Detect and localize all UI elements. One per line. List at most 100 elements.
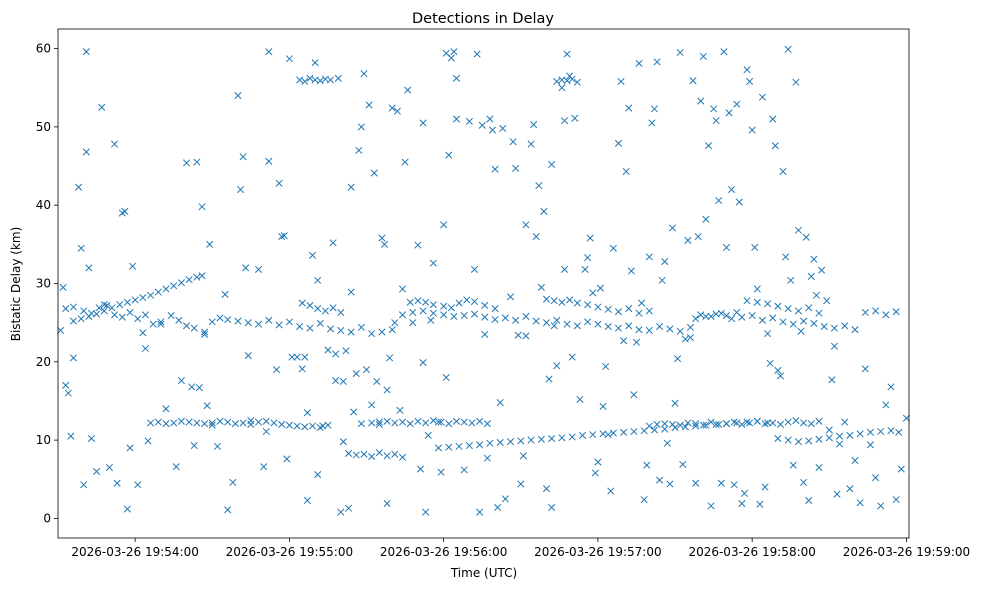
detection-marker — [800, 478, 808, 486]
detection-marker — [427, 316, 435, 324]
detection-marker — [815, 309, 823, 317]
detection-marker — [748, 126, 756, 134]
detection-marker — [172, 463, 180, 471]
detection-marker — [812, 291, 820, 299]
detection-marker — [730, 418, 738, 426]
detection-marker — [656, 323, 664, 331]
detection-marker — [784, 418, 792, 426]
detection-marker — [357, 420, 365, 428]
detection-marker — [332, 377, 340, 385]
detection-marker — [607, 487, 615, 495]
detection-marker — [828, 376, 836, 384]
detection-marker — [437, 418, 445, 426]
detection-marker — [486, 439, 494, 447]
detection-marker — [666, 480, 674, 488]
detection-marker — [123, 505, 131, 513]
detection-marker — [398, 453, 407, 461]
detection-marker — [774, 434, 782, 443]
detection-marker — [440, 221, 448, 229]
detection-marker — [157, 318, 165, 326]
detection-marker — [887, 383, 895, 391]
detection-marker — [638, 299, 646, 307]
detection-marker — [93, 467, 101, 475]
detection-marker — [404, 86, 412, 94]
detection-marker — [126, 444, 134, 452]
detection-marker — [293, 422, 301, 430]
detection-marker — [329, 304, 337, 312]
detection-marker — [553, 77, 561, 86]
detection-marker — [494, 503, 502, 512]
detection-marker — [614, 139, 623, 147]
detection-marker — [375, 449, 383, 457]
detection-marker — [722, 243, 731, 252]
detection-marker — [481, 330, 489, 338]
detection-marker — [141, 344, 149, 353]
detection-marker — [383, 386, 391, 394]
detection-marker — [141, 311, 149, 319]
detection-marker — [573, 78, 581, 86]
detection-marker — [692, 479, 700, 487]
detection-marker — [625, 305, 633, 313]
x-axis-label: Time (UTC) — [450, 566, 517, 580]
detection-marker — [254, 418, 263, 426]
detection-marker — [830, 324, 838, 332]
detection-marker — [537, 435, 545, 443]
detection-marker — [213, 442, 221, 450]
detection-marker — [303, 409, 311, 417]
detection-marker — [488, 126, 497, 134]
detection-marker — [753, 417, 761, 425]
detection-marker — [100, 307, 108, 315]
detection-marker — [288, 353, 296, 361]
detection-marker — [324, 346, 332, 354]
detection-marker — [779, 318, 787, 326]
detection-marker — [450, 48, 458, 56]
detection-marker — [676, 48, 684, 57]
detection-marker — [69, 303, 77, 311]
detection-marker — [815, 417, 823, 425]
detection-marker — [573, 322, 581, 330]
detection-marker — [861, 308, 869, 317]
detection-marker — [887, 427, 895, 435]
detection-marker — [429, 259, 437, 267]
detection-marker — [661, 258, 669, 266]
detection-marker — [95, 304, 103, 312]
detection-marker — [87, 309, 95, 317]
x-tick-label: 2026-03-26 19:54:00 — [71, 545, 198, 559]
detection-marker — [725, 109, 733, 117]
detection-marker — [830, 342, 838, 350]
detection-marker — [314, 471, 322, 479]
detection-marker — [746, 77, 754, 86]
detection-marker — [668, 224, 677, 232]
detection-marker — [383, 499, 391, 508]
detection-marker — [676, 421, 684, 429]
detection-marker — [686, 323, 695, 331]
detection-marker — [553, 316, 561, 324]
detection-marker — [818, 266, 826, 274]
detection-marker — [782, 253, 790, 261]
detection-marker — [614, 324, 623, 332]
detection-marker — [512, 316, 520, 324]
detection-marker — [787, 276, 795, 284]
detection-marker — [383, 452, 391, 460]
detection-marker — [519, 452, 527, 460]
detection-marker — [805, 304, 813, 312]
detection-marker — [604, 305, 612, 313]
detection-marker — [326, 325, 335, 333]
detection-marker — [162, 285, 170, 293]
detection-marker — [303, 496, 311, 504]
detection-marker — [779, 167, 787, 176]
detection-marker — [144, 437, 152, 445]
detection-marker — [758, 93, 767, 101]
detection-marker — [380, 240, 389, 248]
detection-marker — [242, 264, 250, 272]
detection-marker — [334, 74, 342, 82]
detection-marker — [221, 290, 229, 299]
detection-marker — [568, 353, 576, 361]
detection-marker — [769, 314, 777, 322]
detection-marker — [810, 319, 818, 327]
detection-marker — [301, 423, 309, 431]
detection-marker — [872, 307, 880, 315]
detection-marker — [692, 420, 700, 428]
detection-marker — [733, 419, 741, 427]
detection-marker — [170, 419, 178, 427]
